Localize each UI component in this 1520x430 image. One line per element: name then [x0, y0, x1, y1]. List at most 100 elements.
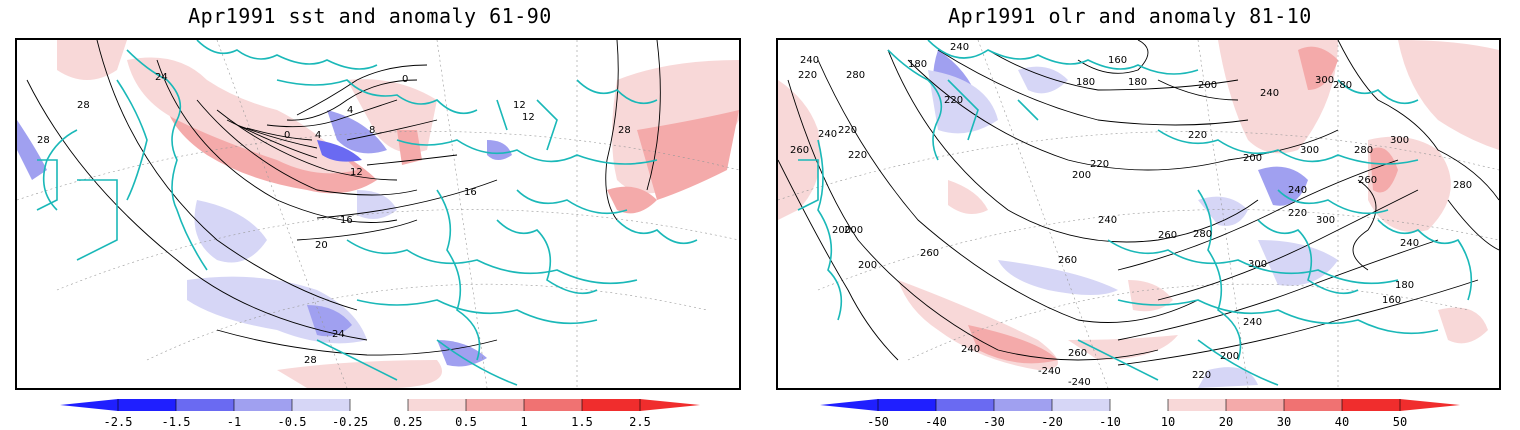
olr-contour-label: 200 [844, 225, 863, 236]
olr-contour-label: 240 [800, 55, 819, 66]
olr-contour-label: 240 [1400, 238, 1419, 249]
olr-contour-label: 220 [944, 95, 963, 106]
olr-contour-label: 260 [1358, 175, 1377, 186]
olr-contour-label: -240 [1068, 377, 1091, 388]
sst-contour-label: 16 [464, 187, 477, 198]
olr-contour-label: 280 [1333, 80, 1352, 91]
olr-contour-label: 200 [1243, 153, 1262, 164]
olr-map[interactable]: 240 220 280 180 180 160 180 200 200 220 … [776, 38, 1501, 390]
olr-contour-label: 240 [818, 129, 837, 140]
olr-contour-label: 200 [1072, 170, 1091, 181]
olr-colorbar-tick: -20 [1041, 415, 1063, 429]
sst-anomaly-shading [17, 40, 739, 388]
sst-colorbar-arrow-high [640, 399, 700, 411]
olr-contour-label: 280 [846, 70, 865, 81]
sst-contour-label: 28 [618, 125, 631, 136]
olr-contour-label: 260 [790, 145, 809, 156]
olr-contour-label: 280 [1453, 180, 1472, 191]
olr-contour-label: 180 [1076, 77, 1095, 88]
sst-contour-label: 28 [77, 100, 90, 111]
olr-panel: Apr1991 olr and anomaly 81-10 [760, 0, 1501, 430]
olr-contour-label: 240 [950, 42, 969, 53]
sst-colorbar-tick: -0.25 [331, 415, 369, 429]
olr-contour-label: 300 [1300, 145, 1319, 156]
olr-contour-label: 220 [798, 70, 817, 81]
sst-panel: Apr1991 sst and anomaly 61-90 [0, 0, 741, 430]
olr-colorbar-arrow-low [820, 399, 878, 411]
olr-colorbar-tick: -30 [983, 415, 1005, 429]
sst-contour-label: 0 [402, 74, 408, 85]
sst-colorbar-tick: 0.5 [455, 415, 477, 429]
olr-contour-label: 280 [1354, 145, 1373, 156]
sst-contour-label: 24 [332, 329, 345, 340]
olr-contour-label: 300 [1248, 259, 1267, 270]
sst-colorbar-tick: -1.5 [161, 415, 191, 429]
olr-colorbar-tick: 10 [1160, 415, 1176, 429]
olr-contour-label: 200 [858, 260, 877, 271]
olr-contour-label: 220 [1192, 370, 1211, 381]
sst-colorbar-tick: -1 [226, 415, 242, 429]
olr-contour-label: 300 [1390, 135, 1409, 146]
sst-contour-label: 4 [315, 130, 321, 141]
sst-colorbar-tick: -0.5 [277, 415, 307, 429]
olr-colorbar: -50 -40 -30 -20 -10 10 20 30 40 50 [760, 396, 1500, 430]
sst-title: Apr1991 sst and anomaly 61-90 [188, 4, 552, 28]
sst-contour-label: 8 [369, 125, 375, 136]
sst-coastlines [36, 40, 698, 386]
olr-contour-label: 260 [920, 248, 939, 259]
olr-contour-label: 220 [838, 125, 857, 136]
olr-contour-label: 180 [1128, 77, 1147, 88]
olr-contour-label: 220 [1288, 208, 1307, 219]
olr-map-svg: 240 220 280 180 180 160 180 200 200 220 … [778, 40, 1499, 388]
sst-colorbar-tick: 2.5 [629, 415, 651, 429]
olr-contour-label: 260 [1068, 348, 1087, 359]
olr-coastlines [797, 40, 1473, 386]
olr-graticule [778, 40, 1499, 388]
olr-contours [778, 40, 1499, 366]
olr-anomaly-shading [778, 40, 1499, 388]
olr-contour-label: 160 [1382, 295, 1401, 306]
sst-contour-label: 20 [315, 240, 328, 251]
olr-colorbar-tick: -50 [867, 415, 889, 429]
sst-contours [26, 40, 661, 356]
olr-contour-label: 180 [908, 59, 927, 70]
sst-contour-label: 12 [350, 167, 363, 178]
sst-colorbar-tick: -2.5 [103, 415, 133, 429]
sst-map-svg: 24 28 28 0 0 4 4 8 12 12 16 16 20 24 28 … [17, 40, 739, 388]
olr-contour-label: 300 [1316, 215, 1335, 226]
sst-contour-label: 4 [347, 105, 353, 116]
olr-colorbar-tick: 20 [1218, 415, 1234, 429]
olr-colorbar-svg [820, 399, 1460, 411]
sst-contour-label: 12 [522, 112, 535, 123]
olr-colorbar-tick: -40 [925, 415, 947, 429]
olr-colorbar-tick: 30 [1276, 415, 1292, 429]
sst-contour-label: 28 [37, 135, 50, 146]
olr-colorbar-tick: -10 [1099, 415, 1121, 429]
sst-colorbar: -2.5 -1.5 -1 -0.5 -0.25 0.25 0.5 1 1.5 2… [0, 396, 740, 430]
sst-contour-label: 24 [155, 72, 168, 83]
olr-contour-label: 240 [1098, 215, 1117, 226]
sst-colorbar-tick: 1.5 [571, 415, 593, 429]
sst-colorbar-svg [60, 399, 700, 411]
olr-contour-label: -240 [1038, 366, 1061, 377]
olr-contour-label: 200 [1220, 351, 1239, 362]
olr-colorbar-arrow-high [1400, 399, 1460, 411]
olr-title: Apr1991 olr and anomaly 81-10 [948, 4, 1312, 28]
olr-colorbar-tick: 40 [1334, 415, 1350, 429]
sst-contour-label: 16 [340, 215, 353, 226]
olr-contour-label: 280 [1193, 229, 1212, 240]
sst-contour-label: 28 [304, 355, 317, 366]
sst-colorbar-tick: 1 [520, 415, 528, 429]
olr-contour-label: 220 [848, 150, 867, 161]
sst-contour-label: 12 [513, 100, 526, 111]
sst-colorbar-arrow-low [60, 399, 118, 411]
olr-contour-label: 240 [1288, 185, 1307, 196]
sst-map[interactable]: 24 28 28 0 0 4 4 8 12 12 16 16 20 24 28 … [15, 38, 741, 390]
olr-contour-label: 220 [1090, 159, 1109, 170]
olr-contour-label: 180 [1395, 280, 1414, 291]
sst-colorbar-tick: 0.25 [393, 415, 423, 429]
olr-contour-label: 240 [1243, 317, 1262, 328]
olr-colorbar-tick: 50 [1392, 415, 1408, 429]
olr-contour-label: 160 [1108, 55, 1127, 66]
olr-contour-label: 200 [832, 225, 851, 236]
